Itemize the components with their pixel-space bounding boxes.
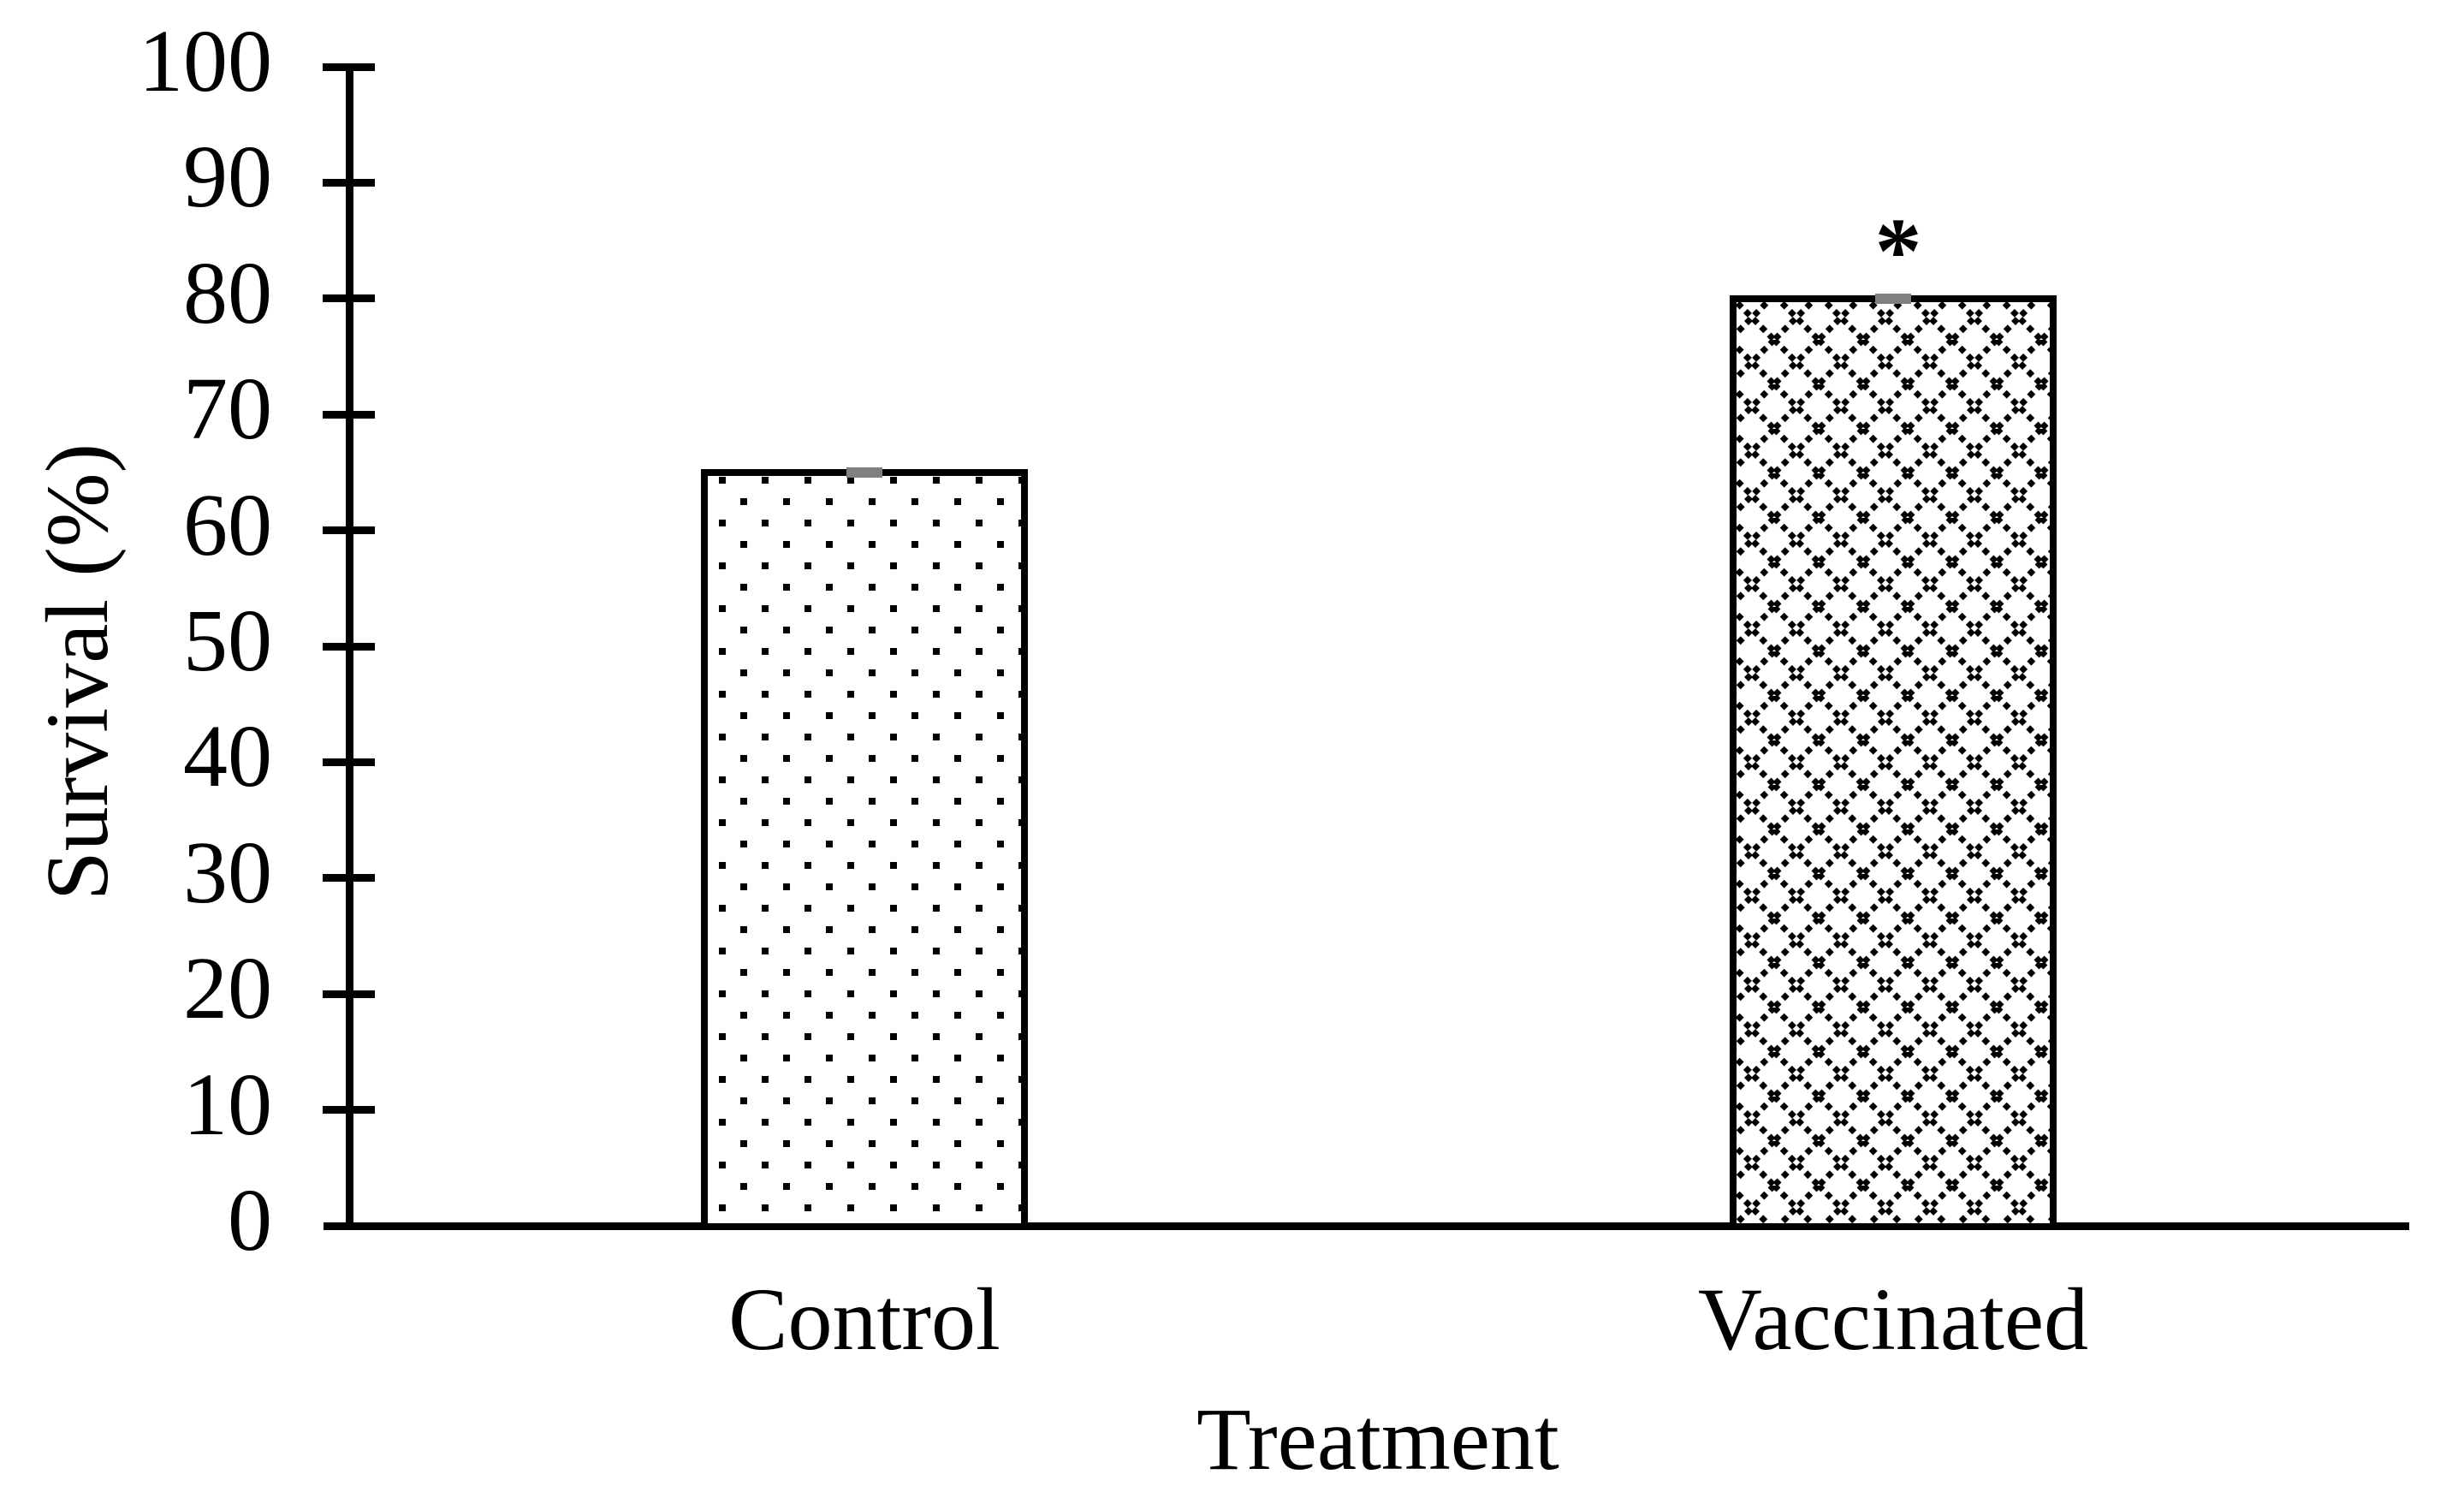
x-axis-line bbox=[324, 1222, 2409, 1230]
y-axis-tick bbox=[323, 990, 375, 998]
y-tick-label: 90 bbox=[183, 128, 272, 226]
error-bar-cap bbox=[846, 467, 882, 478]
y-tick-label: 40 bbox=[183, 707, 272, 806]
y-tick-label: 70 bbox=[183, 360, 272, 458]
y-axis-tick bbox=[323, 63, 375, 71]
y-tick-label: 20 bbox=[183, 939, 272, 1037]
y-axis-tick bbox=[323, 643, 375, 651]
y-tick-label: 60 bbox=[183, 476, 272, 574]
y-axis-tick bbox=[323, 758, 375, 766]
y-axis-tick bbox=[323, 526, 375, 534]
y-tick-label: 50 bbox=[183, 592, 272, 690]
significance-asterisk: * bbox=[1874, 199, 1922, 303]
bar-vaccinated bbox=[1730, 295, 2057, 1230]
y-axis-tick bbox=[323, 1106, 375, 1114]
error-bar-cap bbox=[1875, 294, 1911, 304]
y-tick-label: 10 bbox=[183, 1055, 272, 1154]
x-category-label-control: Control bbox=[728, 1270, 1000, 1369]
y-tick-label: 100 bbox=[139, 12, 272, 110]
y-axis-tick bbox=[323, 874, 375, 882]
y-tick-label: 80 bbox=[183, 244, 272, 342]
x-category-label-vaccinated: Vaccinated bbox=[1697, 1270, 2089, 1369]
y-axis-tick bbox=[323, 411, 375, 419]
y-tick-label: 0 bbox=[228, 1171, 272, 1269]
x-axis-title: Treatment bbox=[1196, 1390, 1559, 1489]
y-tick-label: 30 bbox=[183, 823, 272, 922]
y-axis-tick bbox=[323, 294, 375, 302]
bar-control bbox=[701, 469, 1028, 1230]
y-axis-tick bbox=[323, 179, 375, 187]
